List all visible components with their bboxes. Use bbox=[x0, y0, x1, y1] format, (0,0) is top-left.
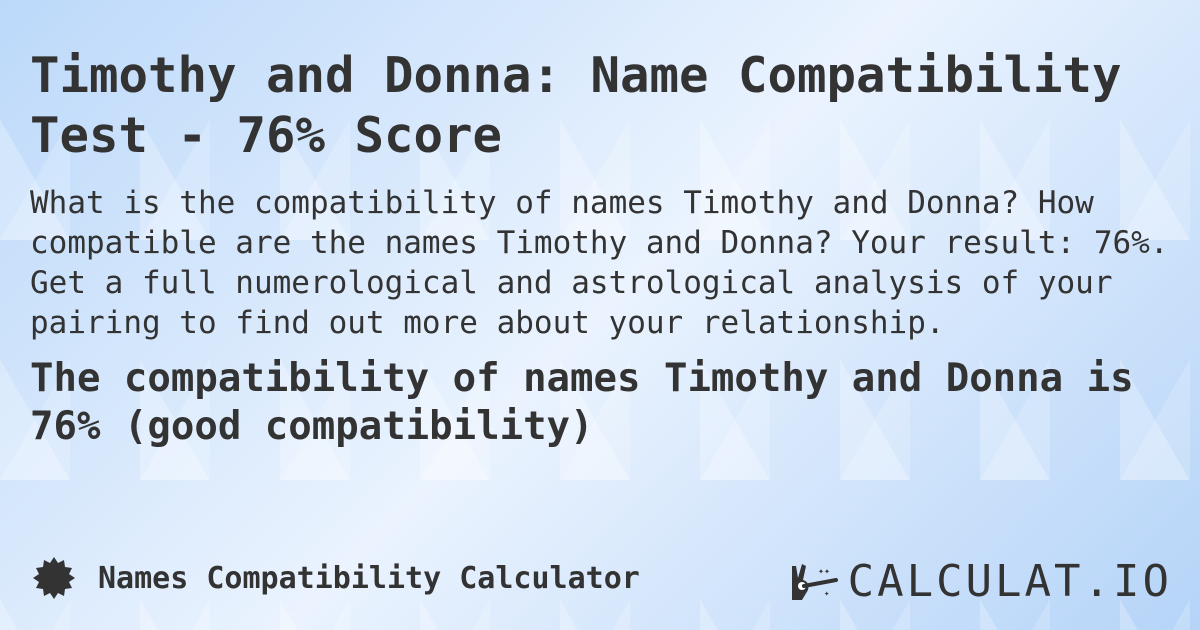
description: What is the compatibility of names Timot… bbox=[30, 185, 1169, 341]
svg-text:✦✦: ✦✦ bbox=[818, 566, 830, 577]
calculat-io-logo[interactable]: ✦✦ ✦ CALCULAT.IO bbox=[788, 556, 1172, 607]
page-title: Timothy and Donna: Name Compatibility Te… bbox=[30, 47, 1122, 164]
logo-text: CALCULAT.IO bbox=[847, 556, 1172, 607]
svg-text:✦: ✦ bbox=[824, 589, 830, 599]
badge-icon bbox=[33, 557, 75, 599]
magic-hand-icon: ✦✦✦ bbox=[791, 563, 838, 600]
calculator-name: Names Compatibility Calculator bbox=[98, 560, 640, 596]
result-heading: The compatibility of names Timothy and D… bbox=[30, 356, 1134, 449]
calculator-link[interactable]: Names Compatibility Calculator bbox=[32, 556, 640, 600]
